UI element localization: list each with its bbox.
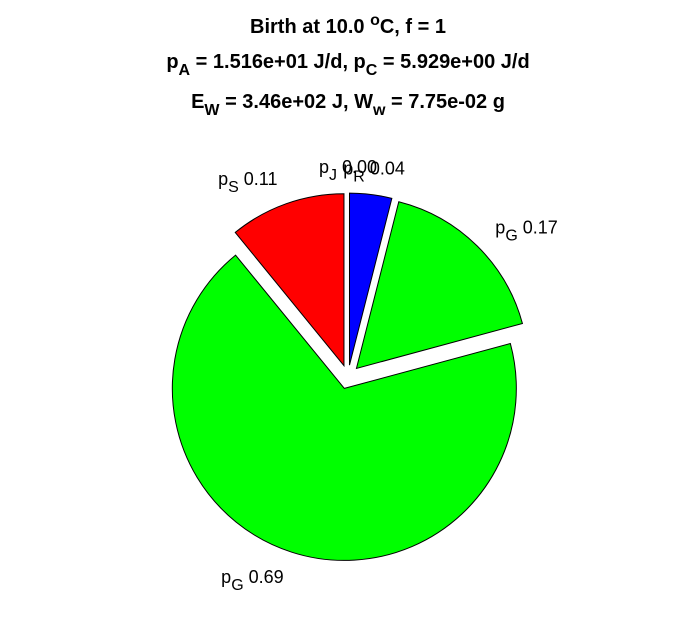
slice-label-3-value: 0.69 xyxy=(244,567,284,587)
slice-label-3: pG 0.69 xyxy=(221,567,284,594)
title-line-2-part-3: = 1.516e+01 J/d, p xyxy=(190,51,366,73)
slice-label-5-subscript: J xyxy=(329,167,337,184)
slice-label-2-value: 0.17 xyxy=(518,217,558,237)
pie-slice-4 xyxy=(234,193,345,368)
title-line-2: pA = 1.516e+01 J/d, pC = 5.929e+00 J/d xyxy=(166,51,529,79)
slice-label-5-symbol: p xyxy=(319,157,329,177)
title-line-1-part-2: o xyxy=(370,12,380,29)
title-line-1-part-3: C, f = 1 xyxy=(380,16,446,38)
title-line-2-part-2: A xyxy=(179,62,191,79)
title-line-3-part-2: W xyxy=(204,102,220,119)
slice-label-2: pG 0.17 xyxy=(495,217,558,244)
title-line-3-part-5: = 7.75e-02 g xyxy=(385,91,505,113)
title-line-2-part-1: p xyxy=(166,51,178,73)
title-line-3: EW = 3.46e+02 J, Ww = 7.75e-02 g xyxy=(191,91,505,119)
title-line-2-part-5: = 5.929e+00 J/d xyxy=(377,51,529,73)
chart-title: Birth at 10.0 oC, f = 1 pA = 1.516e+01 J/… xyxy=(166,12,529,119)
slice-label-1-subscript: R xyxy=(353,169,365,186)
pie-slice-1 xyxy=(348,192,393,366)
slice-label-2-subscript: G xyxy=(505,227,517,244)
slice-label-1: pR 0.04 xyxy=(343,159,405,186)
title-line-1: Birth at 10.0 oC, f = 1 xyxy=(250,12,446,38)
title-line-3-part-4: w xyxy=(372,102,386,119)
slice-label-5-value: 0.00 xyxy=(337,157,377,177)
title-line-3-part-1: E xyxy=(191,91,204,113)
pie-slices xyxy=(171,192,524,561)
slice-label-4-symbol: p xyxy=(218,169,228,189)
pie-slice-2 xyxy=(355,201,524,370)
slice-label-1-symbol: p xyxy=(343,159,353,179)
title-line-2-part-4: C xyxy=(366,62,378,79)
slice-label-3-subscript: G xyxy=(231,577,243,594)
slice-label-4-subscript: S xyxy=(228,179,239,196)
slice-label-3-symbol: p xyxy=(221,567,231,587)
pie-slice-3 xyxy=(171,254,517,561)
slice-label-4-value: 0.11 xyxy=(239,169,278,189)
slice-label-5: pJ 0.00 xyxy=(319,157,377,184)
slice-label-1-value: 0.04 xyxy=(365,159,405,179)
slice-label-2-symbol: p xyxy=(495,217,505,237)
slice-label-4: pS 0.11 xyxy=(218,169,277,196)
title-line-1-part-1: Birth at 10.0 xyxy=(250,16,370,38)
title-line-3-part-3: = 3.46e+02 J, W xyxy=(220,91,374,113)
